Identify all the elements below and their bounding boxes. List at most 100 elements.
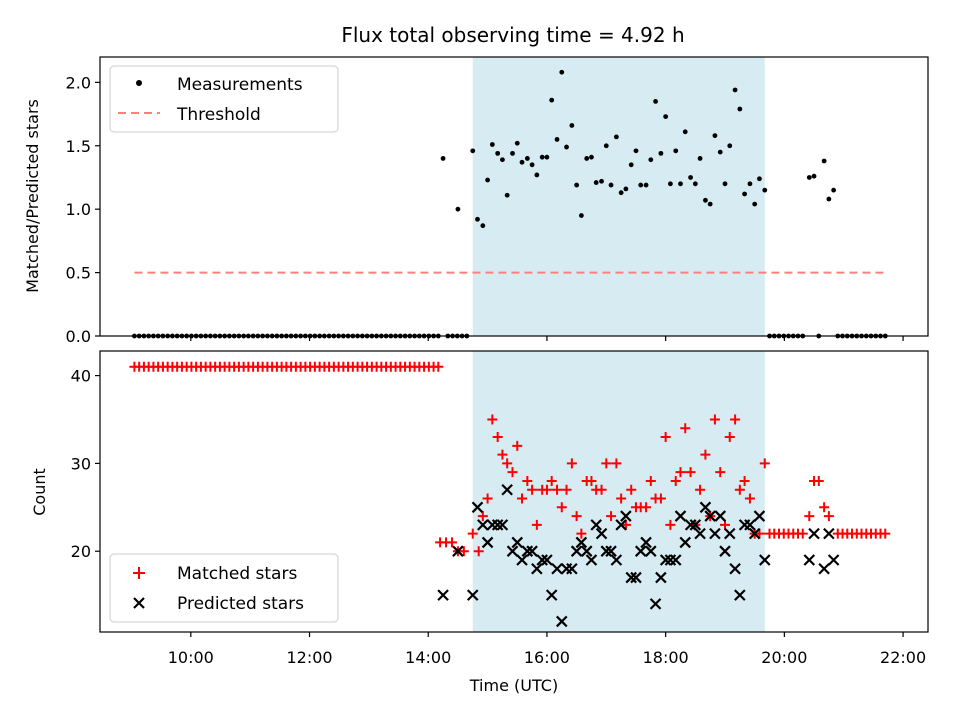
measurement-point [737, 106, 743, 112]
measurement-point [757, 176, 762, 182]
predicted-star-point [521, 545, 534, 557]
matched-star-point [645, 475, 656, 486]
x-tick-label: 14:00 [405, 648, 451, 667]
predicted-star-point [679, 536, 692, 549]
measurement-point [678, 181, 683, 187]
bottom-legend-box [109, 553, 339, 623]
top-legend-box [109, 65, 339, 133]
predicted-star-point [541, 554, 553, 566]
legend-predicted-marker [133, 597, 145, 609]
matched-star-point [720, 519, 731, 530]
predicted-star-point [827, 554, 840, 566]
bottom-panel: 20 30 40 10:00 12:00 14:00 16:00 18:00 20:00 22:… [30, 350, 929, 695]
measurement-point [613, 134, 619, 140]
matched-star-point [571, 511, 582, 522]
measurement-point [638, 182, 644, 188]
predicted-star-point [704, 510, 716, 522]
predicted-star-point [570, 545, 583, 557]
predicted-star-point [669, 554, 682, 566]
measurement-point [806, 175, 812, 180]
matched-star-point [566, 458, 577, 469]
matched-star-point [473, 546, 484, 557]
predicted-star-point [803, 554, 816, 566]
matched-star-point [517, 493, 528, 504]
predicted-star-point [600, 545, 613, 557]
predicted-star-point [659, 554, 672, 566]
matched-star-point [626, 484, 637, 495]
matched-star-point [797, 528, 808, 539]
measurement-point [574, 182, 580, 188]
measurement-point [455, 206, 461, 212]
top-shaded-span [472, 57, 765, 336]
predicted-star-point [689, 519, 702, 531]
matched-star-point [601, 458, 612, 469]
predicted-star-point [649, 598, 662, 610]
measurement-point [618, 190, 624, 196]
x-axis-label: Time (UTC) [469, 676, 558, 695]
predicted-star-point [620, 510, 632, 522]
matched-star-point [685, 467, 696, 478]
measurement-point [489, 142, 495, 147]
predicted-star-points [437, 483, 840, 628]
matched-star-point [497, 449, 508, 460]
measurement-point [599, 178, 604, 184]
measurement-point [554, 137, 560, 142]
measurement-point [673, 148, 679, 154]
measurement-point [500, 157, 505, 163]
measurement-point [752, 201, 758, 207]
matched-star-point [552, 484, 563, 495]
predicted-star-point [437, 589, 449, 601]
matched-star-point [675, 467, 686, 478]
matched-star-point [819, 502, 830, 513]
matched-star-point [546, 475, 557, 486]
top-x-ticks [190, 336, 904, 341]
predicted-star-point [719, 545, 731, 557]
matched-star-point [739, 475, 750, 486]
matched-star-point [670, 475, 681, 486]
predicted-star-point [734, 589, 746, 601]
predicted-star-point [585, 554, 598, 566]
measurement-point [727, 143, 733, 149]
matched-star-point [487, 414, 498, 425]
measurement-point [519, 159, 525, 165]
measurement-point [475, 216, 480, 222]
matched-star-point [759, 458, 770, 469]
measurement-point [732, 87, 738, 93]
legend-matched-label: Matched stars [177, 564, 297, 584]
top-y-tick-label: 0.5 [66, 264, 91, 283]
predicted-star-point [723, 527, 736, 540]
measurement-point [564, 144, 569, 150]
measurement-point [470, 148, 476, 154]
predicted-star-point [744, 519, 756, 531]
top-y-tick-label: 2.0 [66, 73, 91, 92]
measurement-point [668, 181, 673, 187]
measurement-point [831, 187, 837, 193]
predicted-star-point [714, 510, 727, 522]
matched-star-point [527, 484, 538, 495]
matched-star-point [507, 467, 518, 478]
matched-star-point [561, 484, 572, 495]
measurement-point [480, 223, 486, 229]
matched-star-point [655, 493, 666, 504]
bottom-axes-frame [99, 350, 929, 633]
predicted-star-point [694, 527, 706, 540]
bottom-y-axis-label: Count [30, 468, 49, 516]
predicted-star-point [551, 562, 563, 575]
matched-star-point [458, 546, 469, 557]
predicted-star-point [466, 589, 479, 601]
bottom-x-ticks: 10:00 12:00 14:00 16:00 18:00 20:00 22:00 [168, 632, 926, 667]
matched-star-point [734, 484, 745, 495]
matched-star-point [724, 432, 735, 443]
predicted-star-point [625, 571, 638, 584]
matched-star-point [616, 493, 627, 504]
measurement-point [663, 114, 669, 120]
measurement-point [826, 196, 832, 202]
measurement-point [539, 154, 545, 160]
top-y-axis-label: Matched/Predicted stars [23, 99, 42, 293]
predicted-star-point [655, 571, 667, 584]
measurement-point [762, 187, 768, 193]
measurement-point [514, 140, 520, 146]
predicted-star-point [566, 562, 578, 575]
measurement-point [643, 182, 649, 188]
matched-star-point [596, 484, 607, 495]
